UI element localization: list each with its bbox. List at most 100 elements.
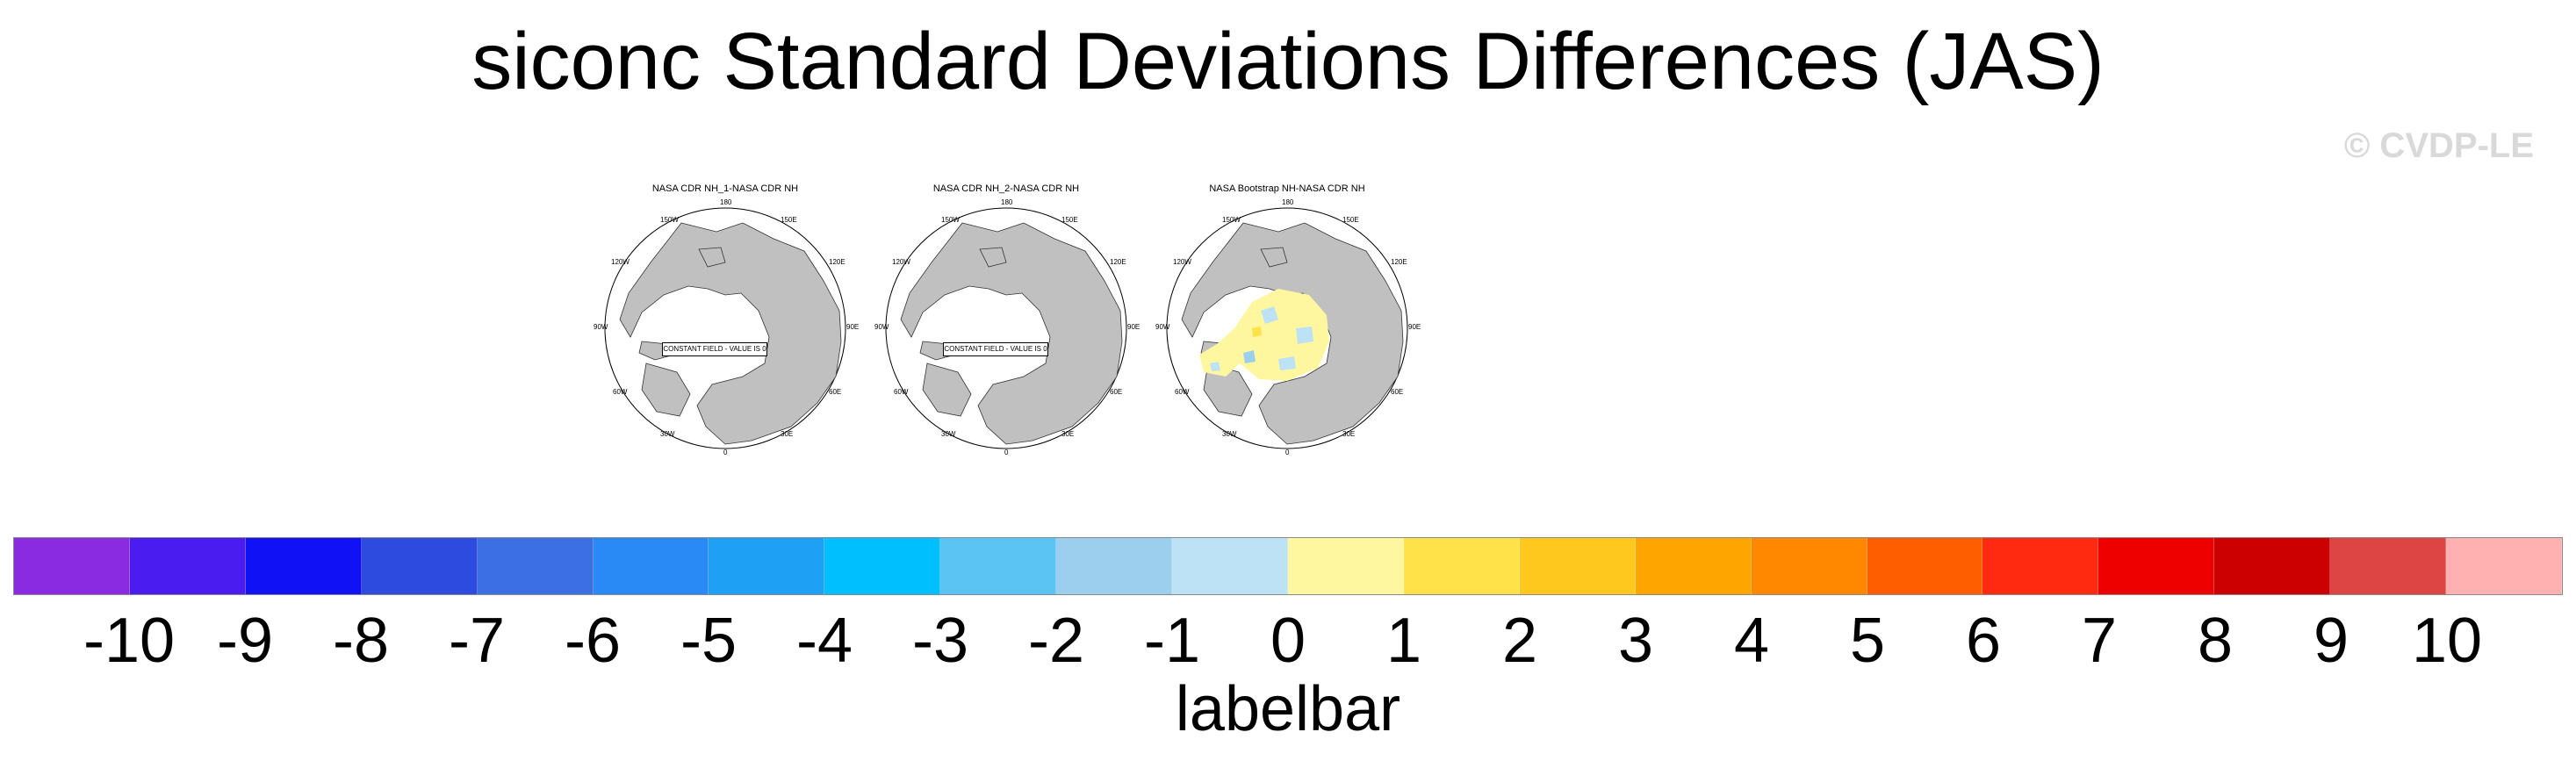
lon-label: 60E <box>1110 388 1123 396</box>
lon-label: 60W <box>894 388 909 396</box>
colorbar-tick-label: -2 <box>1027 606 1085 676</box>
colorbar-tick-label: -6 <box>564 606 622 676</box>
colorbar-box <box>1519 538 1636 594</box>
landmass <box>1181 222 1404 445</box>
landmass <box>1203 363 1253 417</box>
constant-field-label: CONSTANT FIELD - VALUE IS 0 <box>943 342 1048 356</box>
colorbar-tick-label: 6 <box>1965 606 2002 676</box>
lon-label: 180 <box>1001 198 1013 206</box>
lon-label: 150E <box>1342 216 1359 224</box>
lon-label: 90W <box>874 323 889 331</box>
colorbar-box <box>940 538 1057 594</box>
landmass <box>900 222 1123 445</box>
lon-label: 150E <box>781 216 797 224</box>
colorbar-tick-label: -10 <box>83 606 176 676</box>
colorbar-tick-label: -4 <box>795 606 853 676</box>
colorbar-box <box>1635 538 1752 594</box>
colorbar-tick-label: -1 <box>1143 606 1201 676</box>
panel-title: NASA Bootstrap NH-NASA CDR NH <box>1209 183 1365 194</box>
colorbar-tick-label: 1 <box>1385 606 1422 676</box>
lon-label: 90E <box>1408 323 1421 331</box>
colorbar-tick-label: -7 <box>448 606 506 676</box>
colorbar-box <box>245 538 362 594</box>
lon-label: 180 <box>1282 198 1294 206</box>
watermark: © CVDP-LE <box>2343 126 2534 165</box>
lon-label: 120W <box>892 258 910 266</box>
colorbar-tick-label: 5 <box>1849 606 1886 676</box>
lon-label: 0 <box>1285 449 1290 456</box>
landmass <box>1260 247 1288 268</box>
constant-field-label: CONSTANT FIELD - VALUE IS 0 <box>662 342 767 356</box>
map-panel-3: NASA Bootstrap NH-NASA CDR NH 180 150E 1… <box>1155 183 1421 472</box>
lon-label: 180 <box>720 198 732 206</box>
sea-ice-difference-field <box>1199 289 1329 381</box>
polar-map <box>604 207 846 449</box>
colorbar-tick-label: 7 <box>2081 606 2118 676</box>
lon-label: 90E <box>1127 323 1140 331</box>
figure-title: siconc Standard Deviations Differences (… <box>471 17 2105 106</box>
lon-label: 120W <box>611 258 630 266</box>
lon-label: 120E <box>1110 258 1126 266</box>
lon-label: 150E <box>1061 216 1078 224</box>
colorbar-box <box>129 538 246 594</box>
lon-label: 150W <box>660 216 679 224</box>
lon-label: 60E <box>829 388 842 396</box>
colorbar-tick-label: 3 <box>1617 606 1654 676</box>
colorbar-box <box>2098 538 2215 594</box>
lon-label: 120E <box>829 258 845 266</box>
colorbar-box <box>1287 538 1404 594</box>
map-panel-2: NASA CDR NH_2-NASA CDR NH CONSTANT FIELD… <box>874 183 1140 472</box>
lon-label: 90E <box>846 323 860 331</box>
colorbar-tick-label: -8 <box>332 606 390 676</box>
colorbar-tick-label: 10 <box>2411 606 2483 676</box>
lon-label: 120E <box>1391 258 1407 266</box>
lon-label: 90W <box>1155 323 1170 331</box>
colorbar-box <box>2446 538 2562 594</box>
lon-label: 30E <box>781 430 794 438</box>
lon-label: 0 <box>1004 449 1009 456</box>
map-panel-1: NASA CDR NH_1-NASA CDR NH CONSTANT FIELD… <box>594 183 860 472</box>
colorbar-tick-label: -5 <box>680 606 738 676</box>
colorbar-box <box>1867 538 1983 594</box>
landmass <box>979 247 1007 268</box>
lon-label: 60W <box>1175 388 1190 396</box>
colorbar-tick-label: -3 <box>911 606 969 676</box>
colorbar-box <box>709 538 825 594</box>
polar-map <box>885 207 1127 449</box>
colorbar-tick-label: 2 <box>1501 606 1538 676</box>
lon-label: 30W <box>660 430 675 438</box>
colorbar-box <box>1056 538 1173 594</box>
lon-label: 60E <box>1391 388 1404 396</box>
lon-label: 150W <box>1222 216 1241 224</box>
polar-map <box>1166 207 1408 449</box>
lon-label: 150W <box>941 216 960 224</box>
colorbar-box <box>2330 538 2447 594</box>
colorbar-box <box>1982 538 2099 594</box>
landmass <box>619 222 842 445</box>
lon-label: 120W <box>1173 258 1191 266</box>
colorbar-box <box>14 538 130 594</box>
lon-label: 0 <box>723 449 728 456</box>
lon-label: 30W <box>941 430 956 438</box>
panel-title: NASA CDR NH_1-NASA CDR NH <box>651 183 799 194</box>
panel-title: NASA CDR NH_2-NASA CDR NH <box>932 183 1080 194</box>
colorbar <box>13 537 2563 595</box>
colorbar-label: labelbar <box>1175 674 1401 744</box>
lon-label: 90W <box>594 323 608 331</box>
colorbar-tick-label: -9 <box>216 606 274 676</box>
colorbar-box <box>2214 538 2331 594</box>
colorbar-box <box>1172 538 1288 594</box>
colorbar-box <box>824 538 941 594</box>
colorbar-box <box>593 538 709 594</box>
lon-label: 60W <box>613 388 628 396</box>
colorbar-box <box>1403 538 1520 594</box>
lon-label: 30E <box>1061 430 1075 438</box>
landmass <box>641 363 691 417</box>
landmass <box>698 247 726 268</box>
colorbar-box <box>361 538 478 594</box>
colorbar-tick-label: 4 <box>1733 606 1770 676</box>
lon-label: 30E <box>1342 430 1356 438</box>
colorbar-box <box>477 538 594 594</box>
colorbar-box <box>1751 538 1867 594</box>
colorbar-tick-label: 0 <box>1270 606 1306 676</box>
